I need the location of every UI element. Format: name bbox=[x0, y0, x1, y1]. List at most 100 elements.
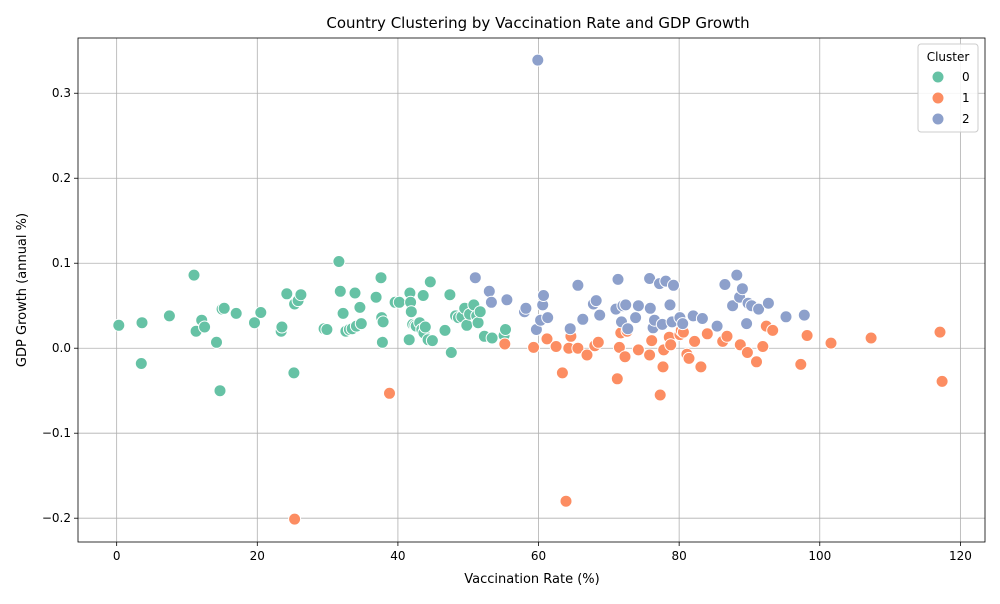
cluster-1-point bbox=[750, 355, 763, 369]
cluster-2-point bbox=[752, 302, 766, 316]
legend: Cluster 0 1 2 bbox=[917, 43, 979, 133]
cluster-0-point bbox=[499, 323, 512, 336]
cluster-0-point bbox=[229, 306, 243, 320]
x-tick-label: 100 bbox=[808, 549, 831, 563]
cluster-1-point bbox=[580, 348, 594, 362]
cluster-1-point bbox=[756, 340, 770, 353]
cluster-0-point bbox=[460, 318, 474, 332]
cluster-0-point bbox=[332, 255, 346, 268]
cluster-2-point bbox=[484, 295, 498, 309]
cluster-0-point bbox=[374, 271, 388, 285]
cluster-0-point bbox=[320, 323, 334, 336]
legend-marker-0 bbox=[931, 70, 945, 84]
cluster-1-point bbox=[591, 335, 605, 349]
grid-lines bbox=[78, 38, 985, 542]
legend-label-1: 1 bbox=[962, 91, 970, 105]
cluster-2-point bbox=[676, 317, 690, 331]
plot-area-frame bbox=[77, 37, 986, 543]
cluster-2-point bbox=[779, 310, 793, 324]
cluster-0-point bbox=[348, 286, 362, 300]
cluster-1-point bbox=[618, 350, 632, 364]
cluster-0-point bbox=[353, 300, 367, 314]
y-tick-label: 0.3 bbox=[52, 86, 71, 100]
axis-ticks: 0 20 40 60 80 100 120 −0.2 −0.1 0.0 0.1 0.2 0.3 bbox=[42, 86, 972, 563]
cluster-1-point bbox=[800, 329, 814, 342]
cluster-1-point bbox=[498, 337, 512, 351]
cluster-2-point bbox=[519, 301, 533, 315]
x-tick-label: 0 bbox=[113, 549, 121, 563]
cluster-1-point bbox=[549, 340, 563, 353]
y-tick-label: 0.2 bbox=[52, 171, 71, 185]
cluster-2-point bbox=[571, 278, 585, 292]
cluster-1-point bbox=[555, 366, 569, 380]
cluster-2-point bbox=[589, 294, 603, 308]
x-tick-label: 60 bbox=[531, 549, 546, 563]
cluster-1-point bbox=[645, 334, 659, 348]
cluster-0-point bbox=[402, 333, 416, 347]
y-tick-label: 0.0 bbox=[52, 341, 71, 355]
cluster-1-point bbox=[720, 329, 734, 343]
cluster-2-point bbox=[500, 293, 514, 307]
y-tick-label: −0.1 bbox=[42, 426, 71, 440]
cluster-2-point bbox=[695, 312, 709, 325]
cluster-0-point bbox=[134, 357, 148, 370]
cluster-2-point bbox=[797, 308, 811, 322]
y-axis-label: GDP Growth (annual %) bbox=[15, 213, 30, 367]
cluster-2-point bbox=[482, 284, 496, 298]
cluster-0-point bbox=[438, 323, 452, 337]
cluster-0-point bbox=[275, 320, 289, 334]
cluster-2-point bbox=[563, 322, 577, 336]
cluster-1-point bbox=[653, 388, 667, 402]
cluster-2-point bbox=[576, 312, 590, 326]
cluster-1-point bbox=[933, 325, 947, 339]
cluster-2-point bbox=[643, 301, 657, 315]
cluster-2-point bbox=[619, 298, 633, 312]
x-tick-label: 80 bbox=[672, 549, 687, 563]
cluster-1-point bbox=[288, 512, 302, 526]
legend-title: Cluster bbox=[927, 50, 970, 64]
cluster-2-point bbox=[667, 278, 680, 292]
cluster-0-point bbox=[287, 366, 301, 380]
cluster-0-point bbox=[280, 287, 294, 301]
cluster-0-point bbox=[416, 289, 430, 302]
cluster-1-point bbox=[559, 494, 573, 508]
cluster-1-point bbox=[688, 334, 702, 348]
cluster-1-point bbox=[631, 343, 645, 357]
legend-marker-2 bbox=[931, 112, 945, 126]
cluster-0-point bbox=[444, 346, 458, 359]
cluster-2-point bbox=[761, 296, 775, 310]
cluster-1-point bbox=[656, 360, 670, 374]
cluster-0-point bbox=[418, 320, 432, 334]
cluster-1-point bbox=[740, 346, 754, 359]
cluster-2-point bbox=[468, 271, 482, 285]
cluster-0-point bbox=[471, 316, 485, 330]
cluster-2-point bbox=[611, 272, 625, 286]
cluster-0-point bbox=[473, 305, 487, 319]
cluster-0-point bbox=[404, 305, 418, 319]
cluster-0-point bbox=[213, 384, 227, 398]
chart-title: Country Clustering by Vaccination Rate a… bbox=[326, 14, 749, 32]
cluster-1-point bbox=[935, 374, 949, 388]
cluster-0-point bbox=[333, 284, 347, 298]
cluster-2-point bbox=[621, 322, 635, 336]
cluster-2-point bbox=[740, 317, 754, 331]
cluster-1-point bbox=[682, 351, 696, 365]
x-tick-label: 120 bbox=[949, 549, 972, 563]
cluster-1-point bbox=[571, 341, 585, 355]
cluster-1-point bbox=[383, 386, 396, 400]
cluster-0-point bbox=[112, 318, 126, 332]
y-tick-label: −0.2 bbox=[42, 511, 71, 525]
cluster-1-point bbox=[864, 331, 878, 345]
cluster-2-point bbox=[718, 278, 732, 291]
cluster-1-point bbox=[610, 372, 624, 386]
cluster-1-point bbox=[540, 332, 554, 346]
cluster-0-point bbox=[135, 316, 149, 330]
cluster-0-point bbox=[162, 309, 176, 323]
cluster-1-point bbox=[643, 348, 657, 362]
cluster-0-point bbox=[443, 288, 457, 302]
cluster-1-point bbox=[694, 360, 708, 374]
cluster-1-point bbox=[824, 336, 838, 350]
cluster-0-point bbox=[485, 331, 499, 345]
legend-label-2: 2 bbox=[962, 112, 970, 126]
